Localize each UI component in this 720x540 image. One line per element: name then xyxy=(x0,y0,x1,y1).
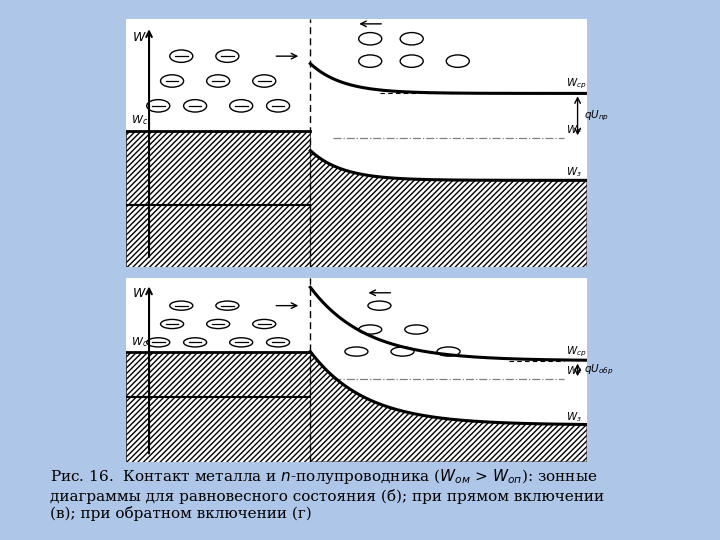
Text: –: – xyxy=(313,279,320,293)
Text: $qU_{обр}$: $qU_{обр}$ xyxy=(585,363,614,377)
Polygon shape xyxy=(126,352,310,462)
Text: $qU_{пр}$: $qU_{пр}$ xyxy=(585,109,610,123)
Polygon shape xyxy=(126,131,310,267)
Text: $W_{с р}$: $W_{с р}$ xyxy=(566,77,587,91)
Text: $W_з$: $W_з$ xyxy=(566,165,582,179)
Text: $W_{с р}$: $W_{с р}$ xyxy=(566,345,587,359)
Text: $W$: $W$ xyxy=(132,287,147,300)
Text: $W$: $W$ xyxy=(132,31,147,44)
Text: $W_F$: $W_F$ xyxy=(566,123,582,137)
Text: $W_c$: $W_c$ xyxy=(130,335,148,349)
Text: $I_{пр}$: $I_{пр}$ xyxy=(369,291,385,308)
Text: $W_F$: $W_F$ xyxy=(566,364,582,378)
Polygon shape xyxy=(310,151,587,267)
Text: $W_з$: $W_з$ xyxy=(566,410,582,424)
Text: –: – xyxy=(398,279,404,293)
Polygon shape xyxy=(310,352,587,462)
Text: Рис. 16.  Контакт металла и $n$-полупроводника ($W_{ом}$ > $W_{оп}$): зонные
диа: Рис. 16. Контакт металла и $n$-полупрово… xyxy=(50,467,605,521)
Text: $W_c$: $W_c$ xyxy=(130,113,148,127)
